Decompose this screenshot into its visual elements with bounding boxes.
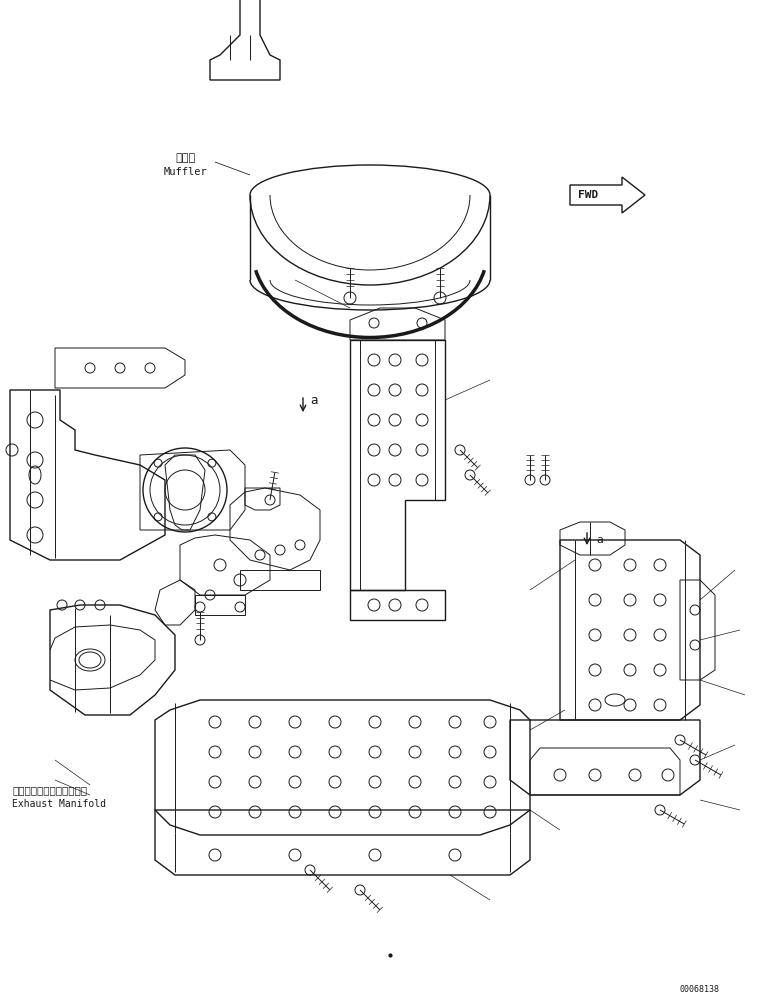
Text: FWD: FWD <box>578 190 598 200</box>
Text: Muffler: Muffler <box>163 167 207 177</box>
Text: a: a <box>596 535 603 545</box>
Text: エキゾーストマニホールド: エキゾーストマニホールド <box>12 785 87 795</box>
Text: 00068138: 00068138 <box>680 985 720 994</box>
Text: Exhaust Manifold: Exhaust Manifold <box>12 799 106 809</box>
Text: マフラ: マフラ <box>175 153 195 163</box>
Text: a: a <box>310 394 318 407</box>
